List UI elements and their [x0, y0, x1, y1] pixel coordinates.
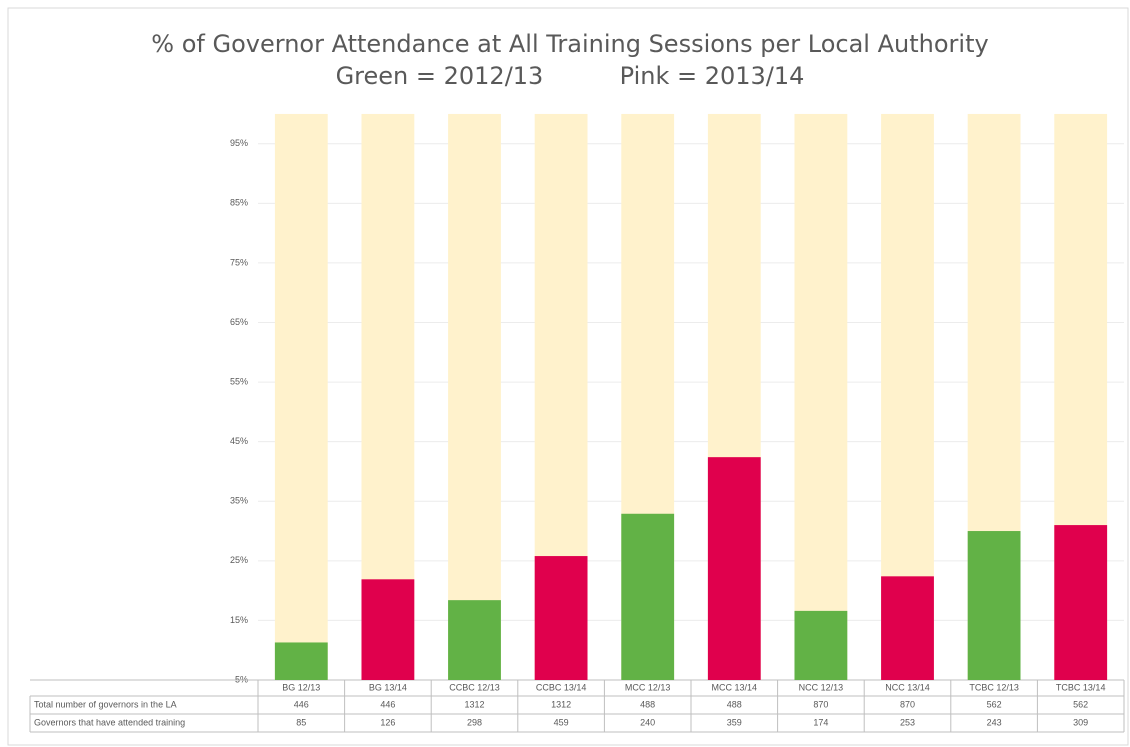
- background-bar: [794, 113, 848, 681]
- bar: [794, 610, 848, 680]
- table-cell: 446: [380, 699, 395, 709]
- table-cell: 870: [900, 699, 915, 709]
- bar: [361, 579, 415, 680]
- bar: [967, 531, 1021, 680]
- table-cell: 459: [554, 717, 569, 727]
- table-cell: 243: [987, 717, 1002, 727]
- y-tick-label: 25%: [230, 555, 248, 565]
- x-tick-label: CCBC 12/13: [449, 682, 500, 692]
- bar: [1054, 525, 1108, 680]
- table-cell: 1312: [551, 699, 571, 709]
- table-cell: 359: [727, 717, 742, 727]
- x-tick-label: NCC 13/14: [885, 682, 930, 692]
- table-cell: 298: [467, 717, 482, 727]
- table-row-label: Total number of governors in the LA: [34, 699, 177, 709]
- bar: [534, 556, 588, 680]
- x-tick-label: CCBC 13/14: [536, 682, 587, 692]
- bar: [707, 457, 761, 680]
- table-cell: 488: [640, 699, 655, 709]
- y-tick-label: 45%: [230, 436, 248, 446]
- bar: [274, 642, 328, 680]
- background-bar: [274, 113, 328, 681]
- table-cell: 488: [727, 699, 742, 709]
- table-cell: 870: [813, 699, 828, 709]
- y-tick-label: 85%: [230, 198, 248, 208]
- x-tick-label: MCC 13/14: [712, 682, 758, 692]
- table-cell: 240: [640, 717, 655, 727]
- x-tick-label: TCBC 12/13: [969, 682, 1019, 692]
- background-bar: [448, 113, 501, 681]
- y-tick-label: 5%: [235, 674, 248, 684]
- table-cell: 85: [296, 717, 306, 727]
- y-tick-label: 65%: [230, 317, 248, 327]
- bar: [621, 513, 675, 680]
- table-cell: 1312: [464, 699, 484, 709]
- x-tick-label: NCC 12/13: [799, 682, 844, 692]
- bar: [881, 576, 934, 680]
- table-row-label: Governors that have attended training: [34, 717, 185, 727]
- x-tick-label: BG 13/14: [369, 682, 407, 692]
- y-tick-label: 75%: [230, 257, 248, 267]
- y-tick-label: 15%: [230, 615, 248, 625]
- table-cell: 562: [1073, 699, 1088, 709]
- bar: [448, 600, 501, 680]
- table-cell: 562: [987, 699, 1002, 709]
- table-cell: 253: [900, 717, 915, 727]
- chart-subtitle: Green = 2012/13 Pink = 2013/14: [336, 62, 805, 90]
- chart-title: % of Governor Attendance at All Training…: [151, 30, 988, 58]
- y-tick-label: 95%: [230, 138, 248, 148]
- x-tick-label: BG 12/13: [282, 682, 320, 692]
- table-cell: 446: [294, 699, 309, 709]
- y-tick-label: 55%: [230, 376, 248, 386]
- y-tick-label: 35%: [230, 496, 248, 506]
- table-cell: 174: [813, 717, 828, 727]
- table-cell: 309: [1073, 717, 1088, 727]
- x-tick-label: TCBC 13/14: [1056, 682, 1106, 692]
- x-tick-label: MCC 12/13: [625, 682, 671, 692]
- table-cell: 126: [380, 717, 395, 727]
